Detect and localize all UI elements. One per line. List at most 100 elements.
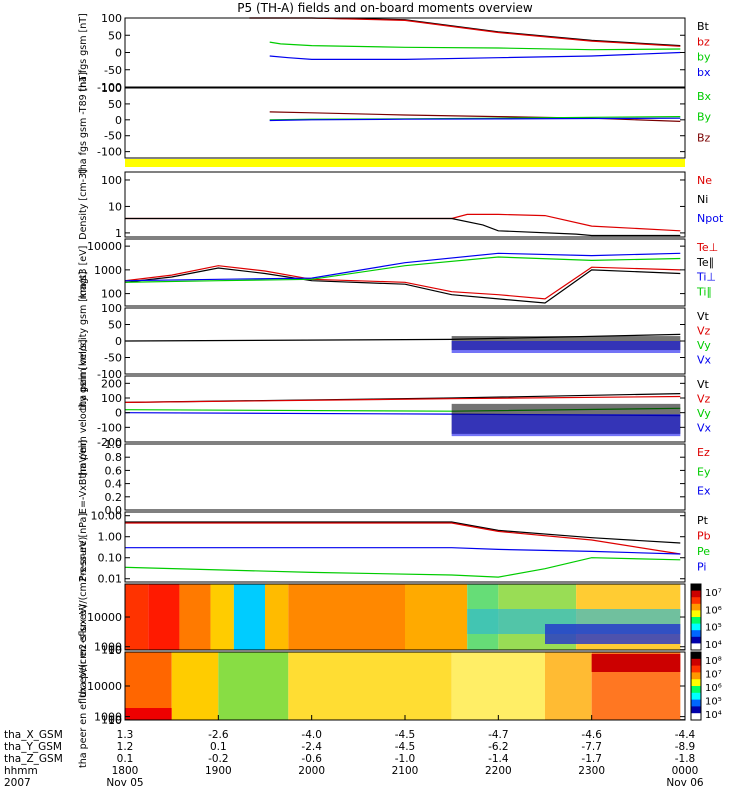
panel-fgs: Bt bz by bx 100 50 0 -50 -100 tha fgs gsm [nT]: [78, 12, 711, 94]
series-line-Bt: [249, 17, 681, 47]
colorbar-segment: [691, 713, 701, 721]
y-tick-label: 200: [101, 377, 122, 390]
y-tick-label: 0.4: [105, 478, 123, 491]
y-tick-label: 100: [101, 714, 122, 727]
x-row-label: tha_Y_GSM: [4, 741, 62, 753]
legend-label: Pe: [697, 545, 710, 558]
x-row-value: -8.9: [675, 741, 696, 753]
colorbar-segment: [691, 584, 701, 592]
y-tick-label: -100: [97, 146, 122, 159]
y-tick-label: 100: [101, 392, 122, 405]
series-line-Bx: [269, 117, 681, 122]
heatmap-band: [210, 584, 234, 650]
y-tick-label: 0.6: [105, 464, 123, 477]
series-line-Ne: [125, 213, 681, 232]
legend-label: Ni: [697, 193, 708, 206]
y-axis-label: tha fgs gsm [nT]: [78, 13, 89, 91]
y-tick-label: 0: [115, 114, 122, 127]
y-axis-label: E=-VxB [mV/m]: [78, 440, 89, 514]
x-row-value: -6.2: [488, 741, 509, 753]
x-row-value: 1.3: [117, 729, 134, 741]
colorbar-segment: [691, 699, 701, 707]
x-row-value: -1.4: [488, 753, 509, 765]
y-tick-label: 0.10: [98, 552, 123, 565]
x-row-label: 2007: [4, 777, 31, 789]
heatmap-band: [591, 654, 681, 672]
y-tick-label: 0: [115, 407, 122, 420]
y-tick-label: 10000: [87, 240, 122, 253]
chart-title: P5 (TH-A) fields and on-board moments ov…: [237, 1, 533, 15]
x-row-label: tha_Z_GSM: [4, 753, 63, 765]
panel-frame: [124, 87, 686, 159]
colorbar-tick-label: 10⁶: [705, 605, 722, 616]
heatmap-band: [218, 652, 289, 720]
y-tick-label: 1000: [94, 641, 122, 654]
colorbar-segment: [691, 692, 701, 701]
y-tick-label: -100: [97, 368, 122, 381]
x-row-value: Nov 05: [106, 777, 143, 789]
panel-frame: [124, 238, 686, 307]
series-line-by: [269, 41, 681, 51]
x-row-value: -7.7: [581, 741, 602, 753]
colorbar-segment: [691, 672, 701, 680]
y-tick-label: 10.00: [91, 510, 123, 523]
legend-label: Vy: [697, 407, 711, 420]
legend-label: Ne: [697, 174, 712, 187]
panel-frame: [124, 511, 686, 583]
panel-frame: [124, 443, 686, 511]
colorbar-segment: [691, 610, 701, 618]
y-tick-label: 100: [101, 302, 122, 315]
legend-label: Ti⊥: [696, 271, 716, 284]
legend-label: Te∥: [696, 256, 714, 269]
y-axis-label: Density [cm-3]: [78, 169, 89, 240]
legend-label: Ez: [697, 446, 710, 459]
colorbar-segment: [691, 617, 701, 625]
heatmap-band: [288, 584, 405, 650]
colorbar-tick-label: 10⁴: [705, 640, 722, 651]
y-tick-label: 0.2: [105, 491, 123, 504]
colorbar-segment: [691, 658, 701, 667]
y-tick-label: -100: [97, 81, 122, 94]
panel-frame: [124, 171, 686, 238]
heatmap-band: [545, 624, 681, 644]
x-row-value: -4.5: [395, 741, 416, 753]
x-row-value: 2000: [298, 765, 325, 777]
y-tick-label: 100: [101, 288, 122, 301]
y-tick-label: 100: [101, 644, 122, 657]
colorbar-segment: [691, 643, 701, 651]
legend-label: By: [697, 111, 712, 124]
heatmap-band: [125, 708, 172, 720]
legend-label: Ti∥: [696, 285, 712, 298]
y-tick-label: -50: [104, 130, 122, 143]
colorbar-segment: [691, 603, 701, 611]
y-tick-label: 0.8: [105, 451, 123, 464]
series-line-bz: [249, 17, 681, 47]
y-tick-label: 10000: [87, 611, 122, 624]
legend-label: Vz: [697, 393, 711, 406]
heatmap-band: [171, 652, 219, 720]
series-line-Te∥: [124, 267, 681, 304]
y-axis-label: tha peir en eflux eV/(cm2-s-sr-eV): [78, 537, 89, 698]
x-row-value: 0.1: [210, 741, 227, 753]
legend-label: Pb: [697, 530, 711, 543]
series-line-Ti∥: [124, 256, 681, 283]
heatmap-band: [265, 584, 289, 650]
x-row-value: -2.4: [301, 741, 322, 753]
x-row-value: -2.6: [208, 729, 229, 741]
colorbar-frame: [690, 651, 702, 721]
y-axis-label: tha peim velocity gsm [km/s]: [78, 339, 89, 478]
x-row-label: tha_X_GSM: [4, 729, 63, 741]
heatmap-band: [148, 584, 180, 650]
colorbar-segment: [691, 665, 701, 673]
x-row-value: -4.0: [301, 729, 322, 741]
x-row-value: 1800: [112, 765, 139, 777]
heatmap-band: [405, 584, 468, 650]
legend-label: Pt: [697, 514, 709, 527]
x-row-value: -1.8: [675, 753, 696, 765]
colorbar-tick-label: 10⁵: [705, 623, 722, 634]
x-row-value: 2300: [578, 765, 605, 777]
panel-frame: [124, 17, 686, 88]
y-tick-label: 0: [115, 47, 122, 60]
heatmap-band: [125, 584, 149, 650]
